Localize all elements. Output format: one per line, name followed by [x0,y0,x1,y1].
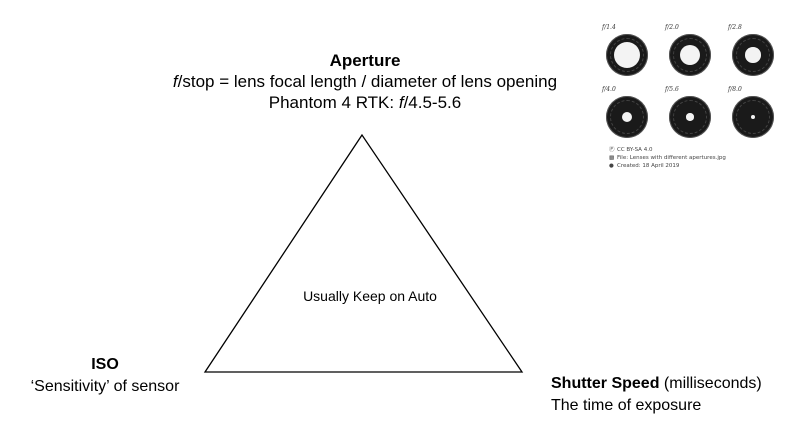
shutter-description: The time of exposure [551,397,702,414]
lens-ring [606,34,648,76]
lens-aperture-2: f/2.0 [662,24,720,82]
created-row: ● Created: 18 April 2019 [609,162,726,170]
license-text: CC BY-SA 4.0 [617,147,653,153]
shutter-unit: (milliseconds) [659,375,762,392]
lens-aperture-3: f/2.8 [725,24,783,82]
lens-aperture-4: f/4.0 [599,86,657,144]
phantom-range: /4.5-5.6 [403,93,462,112]
lens-aperture-1: f/1.4 [599,24,657,82]
license-row: Ⓟ CC BY-SA 4.0 [609,146,726,154]
aperture-title: Aperture [329,51,401,70]
cc-icon: Ⓟ [609,147,615,153]
lens-opening [686,113,694,121]
aperture-formula: f/stop = lens focal length / diameter of… [150,71,580,92]
lens-opening [621,111,633,123]
lens-opening [750,114,756,120]
lens-ring [669,96,711,138]
lens-aperture-label: f/2.0 [665,24,679,31]
shutter-heading: Shutter Speed (milliseconds) [551,373,802,395]
triangle-outline [203,133,524,373]
lens-aperture-label: f/1.4 [602,24,616,31]
file-icon: ▩ [609,155,615,161]
lens-opening [679,44,701,66]
shutter-title: Shutter Speed [551,375,660,392]
file-row: ▩ File: Lenses with different apertures.j… [609,154,726,162]
file-text: File: Lenses with different apertures.jp… [617,155,726,161]
lens-ring [732,34,774,76]
phantom-prefix: Phantom 4 RTK: [268,93,399,112]
lens-aperture-label: f/5.6 [665,86,679,93]
lens-opening [745,47,761,63]
shutter-block: Shutter Speed (milliseconds) The time of… [551,373,802,417]
phantom-aperture: Phantom 4 RTK: f/4.5-5.6 [150,92,580,113]
lens-ring [732,96,774,138]
lens-aperture-5: f/5.6 [662,86,720,144]
created-text: Created: 18 April 2019 [617,163,680,169]
lens-aperture-label: f/8.0 [728,86,742,93]
iso-block: ISO ‘Sensitivity’ of sensor [0,354,210,398]
lens-opening [614,42,640,68]
lens-apertures-image: f/1.4 f/2.0 f/2.8 f/4.0 f/5.6 f/8.0 [597,22,795,172]
lens-aperture-label: f/2.8 [728,24,742,31]
aperture-formula-rest: /stop = lens focal length / diameter of … [177,72,558,91]
phantom-f: f [398,93,404,112]
lens-aperture-label: f/4.0 [602,86,616,93]
lens-ring [606,96,648,138]
aperture-formula-f: f [172,72,178,91]
iso-description: ‘Sensitivity’ of sensor [30,378,180,395]
aperture-block: Aperture f/stop = lens focal length / di… [150,50,580,113]
lens-ring [669,34,711,76]
info-icon: ● [609,163,614,169]
lens-aperture-6: f/8.0 [725,86,783,144]
lens-image-caption: Ⓟ CC BY-SA 4.0 ▩ File: Lenses with differe… [609,146,726,170]
triangle-center-label: Usually Keep on Auto [303,288,437,304]
iso-title: ISO [91,356,119,373]
